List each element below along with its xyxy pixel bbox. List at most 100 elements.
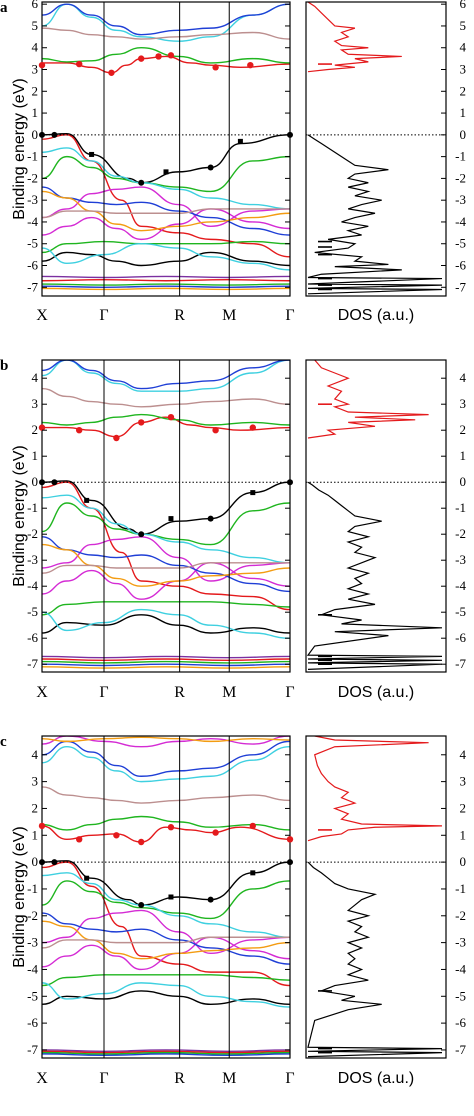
dos-occupied-curve: [307, 134, 443, 295]
band-line: [42, 190, 290, 232]
dos-unoccupied-curve: [307, 736, 443, 842]
cbm-marker: [249, 822, 256, 830]
band-line: [42, 387, 290, 408]
vbm-marker: [51, 859, 58, 866]
dos-curves: [306, 360, 443, 670]
band-line: [42, 601, 290, 616]
band-line: [42, 912, 290, 965]
dos-y-tick-label: 2: [460, 83, 467, 98]
dos-y-tick-label: -2: [455, 526, 466, 541]
y-tick-label: -3: [27, 192, 38, 207]
dos-axis-title: DOS (a.u.): [338, 307, 414, 324]
dos-frame: [305, 735, 447, 1059]
dos-y-tick-label: 1: [460, 827, 467, 842]
band-line: [42, 47, 290, 64]
band-frame: [41, 359, 291, 673]
cbm-marker: [212, 427, 219, 434]
band-line: [42, 413, 290, 426]
y-tick-label: 1: [32, 105, 39, 120]
vbm-marker: [168, 894, 174, 900]
cbm-marker: [108, 69, 115, 76]
dos-y-tick-label: -3: [455, 935, 466, 950]
y-tick-label: 0: [32, 127, 39, 142]
vbm-marker: [138, 179, 145, 186]
dos-y-tick-label: -7: [455, 1042, 466, 1057]
band-line: [42, 3, 290, 36]
y-tick-label: -6: [27, 1015, 38, 1030]
y-tick-label: 5: [32, 18, 39, 33]
panel-label: c: [0, 734, 7, 750]
dos-y-tick-label: 2: [460, 800, 467, 815]
dos-y-tick-label: -1: [455, 881, 466, 896]
cbm-marker: [76, 60, 83, 68]
dos-curves: [307, 2, 443, 295]
band-line: [42, 663, 290, 667]
band-line: [42, 655, 290, 659]
vbm-marker: [207, 896, 214, 903]
band-line: [42, 133, 290, 184]
dos-occupied-curve: [307, 861, 443, 1058]
panel-b: b 4 3 2 1 0 -1 -2 -3 -4 -5 -6 -7 X Γ R M Γ Binding energy …: [0, 358, 467, 701]
y-tick-label: 1: [32, 448, 39, 463]
dos-y-tick-label: 0: [460, 474, 467, 489]
k-point-label: M: [222, 1070, 236, 1087]
y-tick-label: 4: [32, 40, 39, 55]
dos-y-tick-label: -5: [455, 604, 466, 619]
band-line: [42, 536, 290, 582]
band-lines: [42, 360, 290, 669]
dos-y-tick-label: -5: [455, 236, 466, 251]
vbm-marker: [207, 515, 214, 522]
dos-axis-title: DOS (a.u.): [338, 1070, 414, 1087]
k-point-label: M: [222, 307, 236, 324]
band-line: [42, 936, 290, 949]
band-line: [42, 786, 290, 804]
band-line: [42, 1053, 290, 1057]
band-line: [42, 278, 290, 282]
k-point-label: R: [174, 1070, 185, 1087]
y-tick-label: -4: [27, 214, 38, 229]
vbm-marker: [84, 875, 90, 881]
y-axis-title: Binding energy (eV): [11, 826, 28, 967]
dos-occupied-curve: [306, 481, 443, 670]
y-axis-title: Binding energy (eV): [11, 78, 28, 219]
band-line: [42, 815, 290, 831]
dos-y-tick-label: -3: [455, 192, 466, 207]
dos-frame: [305, 359, 447, 673]
band-line: [42, 740, 290, 777]
vbm-marker: [84, 497, 90, 503]
cbm-marker: [167, 824, 175, 831]
y-tick-label: -4: [27, 961, 38, 976]
dos-frame: [305, 1, 447, 297]
y-tick-label: 1: [32, 827, 39, 842]
k-point-label: X: [36, 307, 48, 324]
vbm-marker: [138, 531, 145, 538]
vbm-marker: [89, 151, 95, 157]
dos-y-tick-label: 4: [460, 747, 467, 762]
band-line: [42, 186, 290, 236]
vbm-marker: [163, 169, 169, 175]
band-line: [42, 481, 290, 611]
y-tick-label: -6: [27, 630, 38, 645]
y-tick-label: -5: [27, 236, 38, 251]
y-tick-label: -3: [27, 935, 38, 950]
y-tick-label: -7: [27, 1042, 38, 1057]
panel-label: b: [0, 358, 8, 374]
dos-y-tick-label: -4: [455, 961, 466, 976]
band-line: [42, 186, 290, 228]
cbm-marker: [38, 61, 46, 69]
band-line: [42, 360, 290, 390]
band-line: [42, 660, 290, 664]
dos-y-tick-label: 3: [460, 62, 467, 77]
vbm-marker: [207, 164, 214, 171]
y-tick-label: -1: [27, 881, 38, 896]
dos-y-tick-label: -6: [455, 1015, 466, 1030]
band-line: [42, 1050, 290, 1054]
band-line: [42, 860, 290, 906]
vbm-marker: [250, 490, 256, 496]
y-tick-label: 3: [32, 774, 39, 789]
panel-label: a: [0, 0, 8, 16]
band-line: [42, 480, 290, 535]
dos-curves: [307, 736, 443, 1058]
y-tick-label: 0: [32, 854, 39, 869]
y-tick-label: -3: [27, 552, 38, 567]
